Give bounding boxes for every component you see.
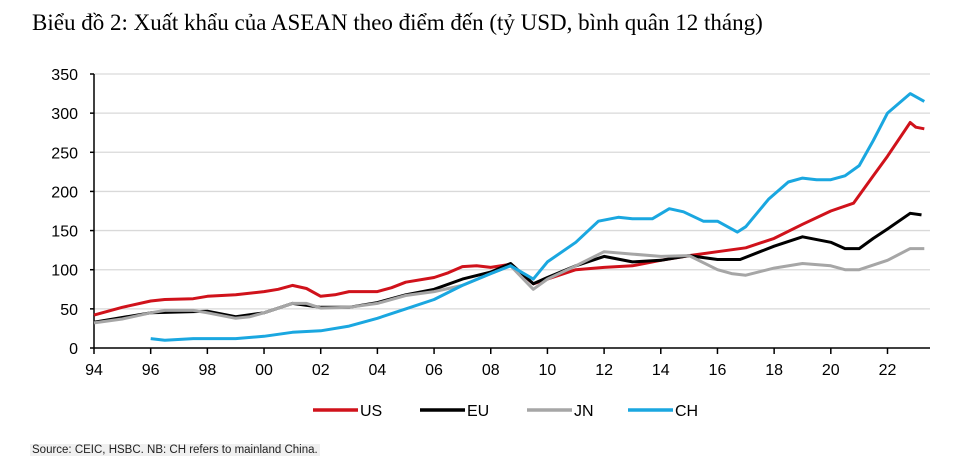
x-tick-label: 04 xyxy=(368,362,386,379)
y-tick-label: 250 xyxy=(51,145,78,162)
x-tick-label: 12 xyxy=(595,362,613,379)
y-tick-label: 350 xyxy=(51,67,78,84)
x-tick-label: 06 xyxy=(425,362,443,379)
x-tick-label: 22 xyxy=(879,362,897,379)
legend-label-ch: CH xyxy=(675,403,698,420)
x-tick-label: 08 xyxy=(482,362,500,379)
x-tick-label: 02 xyxy=(312,362,330,379)
y-tick-label: 50 xyxy=(60,302,78,319)
legend-label-eu: EU xyxy=(467,403,489,420)
series-line-ch xyxy=(150,92,926,342)
x-tick-label: 98 xyxy=(198,362,216,379)
y-tick-label: 150 xyxy=(51,224,78,241)
chart-title: Biểu đồ 2: Xuất khẩu của ASEAN theo điểm… xyxy=(32,10,763,35)
x-tick-label: 00 xyxy=(255,362,273,379)
x-tick-label: 16 xyxy=(709,362,727,379)
y-tick-label: 0 xyxy=(69,341,78,358)
series-line-us xyxy=(93,121,925,317)
y-tick-label: 200 xyxy=(51,184,78,201)
x-tick-label: 96 xyxy=(142,362,160,379)
y-tick-label: 300 xyxy=(51,106,78,123)
x-tick-label: 18 xyxy=(765,362,783,379)
source-note: Source: CEIC, HSBC. NB: CH refers to mai… xyxy=(30,444,320,456)
legend-label-jn: JN xyxy=(574,403,594,420)
x-tick-label: 20 xyxy=(822,362,840,379)
legend-label-us: US xyxy=(360,403,382,420)
series-line-jn xyxy=(93,247,925,325)
x-tick-label: 94 xyxy=(85,362,103,379)
x-tick-label: 14 xyxy=(652,362,670,379)
y-tick-label: 100 xyxy=(51,263,78,280)
x-tick-label: 10 xyxy=(539,362,557,379)
